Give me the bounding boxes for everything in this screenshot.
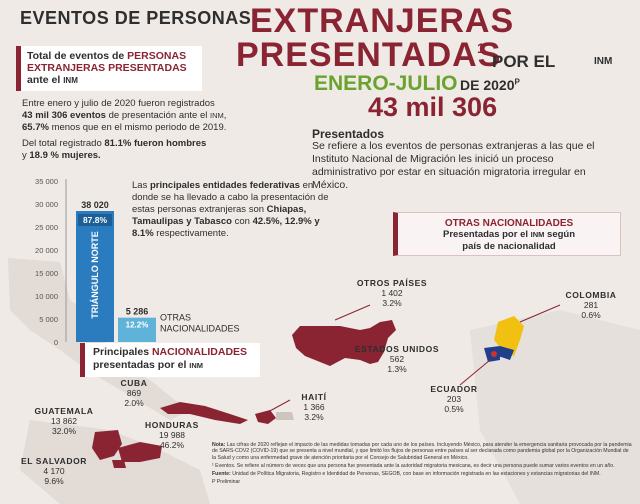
other-nat-label-1: OTRAS	[160, 313, 191, 323]
note-source: Fuente: Unidad de Política Migratoria, R…	[212, 471, 601, 478]
note-preliminar: P Preliminar	[212, 479, 241, 486]
bar-value-label: 38 020	[81, 200, 109, 210]
y-tick-label: 35 000	[35, 177, 58, 186]
other-nat-label-2: NACIONALIDADES	[160, 324, 240, 334]
usa-shape	[292, 320, 396, 366]
country-label-ecuador: ECUADOR 203 0.5%	[430, 384, 478, 414]
haiti-shape	[255, 410, 276, 424]
y-tick-label: 25 000	[35, 223, 58, 232]
bar-triangulo-norte	[76, 211, 114, 342]
title-por-el: POR EL	[492, 52, 556, 71]
states-text: Las principales entidades federativas en…	[132, 180, 329, 239]
country-label-honduras: HONDURAS 19 988 46.2%	[145, 420, 199, 450]
title-inm: INM	[594, 56, 613, 67]
country-label-usa: ESTADOS UNIDOS 562 1.3%	[354, 344, 440, 374]
country-label-el-salvador: EL SALVADOR 4 170 9.6%	[20, 456, 88, 486]
title-line1: EVENTOS DE PERSONAS	[20, 8, 252, 28]
note-2: ¹ Eventos. Se refiere al número de veces…	[212, 462, 615, 469]
bar-otras	[118, 317, 156, 342]
footnotes: Nota: Las cifras de 2020 reflejan el imp…	[212, 442, 632, 486]
el-salvador-shape	[112, 460, 126, 468]
title-presentadas: PRESENTADAS	[236, 36, 502, 74]
y-tick-label: 15 000	[35, 269, 58, 278]
definition-text: Se refiere a los eventos de personas ext…	[312, 140, 595, 191]
intro-paragraph-1: Entre enero y julio de 2020 fueron regis…	[22, 98, 227, 133]
guatemala-shape	[92, 430, 122, 460]
title-total: 43 mil 306	[368, 92, 498, 122]
south-america-silhouette	[470, 310, 640, 504]
summary-box: Total de eventos de PERSONAS EXTRANJERAS…	[16, 46, 202, 91]
y-tick-label: 0	[54, 338, 58, 347]
country-label-otros: OTROS PAÍSES 1 402 3.2%	[356, 278, 428, 308]
definition-title: Presentados	[312, 127, 385, 141]
intro-paragraph-2: Del total registrado 81.1% fueron hombre…	[22, 138, 207, 161]
title-superscript: 1	[477, 40, 485, 56]
y-tick-label: 5 000	[39, 315, 58, 324]
pct-badge	[78, 214, 112, 226]
country-label-haiti: HAITÍ 1 366 3.2%	[301, 392, 327, 422]
title-extranjeras: EXTRANJERAS	[250, 2, 515, 40]
other-box-subtitle: Presentadas por el INM según país de nac…	[442, 229, 576, 252]
bar-value-label: 5 286	[126, 307, 149, 317]
colombia-shape	[494, 316, 524, 356]
other-box-title: OTRAS NACIONALIDADES	[444, 218, 574, 229]
other-nationalities-box: OTRAS NACIONALIDADES Presentadas por el …	[393, 212, 621, 256]
y-tick-label: 30 000	[35, 200, 58, 209]
bar-pct-label: 87.8%	[83, 215, 108, 225]
title-period: ENERO-JULIO	[314, 72, 458, 95]
country-label-guatemala: GUATEMALA 13 862 32.0%	[34, 406, 94, 436]
country-label-cuba: CUBA 869 2.0%	[120, 378, 148, 408]
y-tick-label: 20 000	[35, 246, 58, 255]
cuba-shape	[160, 402, 248, 424]
honduras-shape	[118, 442, 162, 462]
main-nationalities-box: Principales NACIONALIDADES presentadas p…	[80, 343, 260, 377]
bar-category-label: TRIÁNGULO NORTE	[90, 231, 100, 319]
note-1: Nota: Las cifras de 2020 reflejan el imp…	[212, 442, 632, 461]
bar-pct-label: 12.2%	[126, 321, 149, 330]
country-label-colombia: COLOMBIA 281 0.6%	[565, 290, 617, 320]
y-tick-label: 10 000	[35, 292, 58, 301]
title-year: DE 2020P	[460, 77, 520, 93]
